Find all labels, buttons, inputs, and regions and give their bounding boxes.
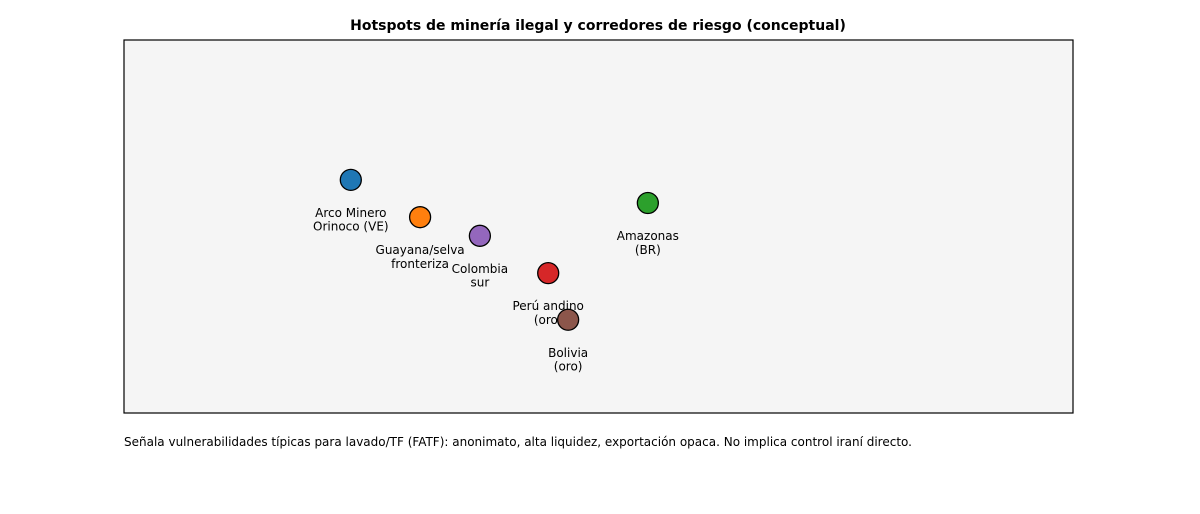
point-label: Bolivia (oro)	[548, 346, 588, 374]
point	[537, 261, 560, 285]
chart-title: Hotspots de minería ilegal y corredores …	[350, 18, 846, 34]
point-label: Arco Minero Orinoco (VE)	[313, 206, 389, 234]
point	[339, 168, 362, 192]
point	[408, 206, 432, 229]
point-label: Amazonas (BR)	[617, 229, 679, 257]
point-label: Colombia sur	[452, 262, 508, 290]
point-label: Guayana/selva fronteriza	[376, 243, 465, 271]
point	[556, 308, 580, 331]
point	[636, 191, 659, 215]
point	[468, 224, 492, 247]
footnote: Señala vulnerabilidades típicas para lav…	[124, 435, 912, 449]
plot-area	[123, 39, 1074, 414]
